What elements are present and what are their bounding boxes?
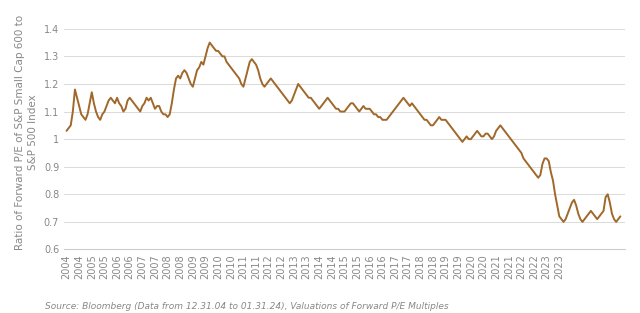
Y-axis label: Ratio of Forward P/E of S&P Small Cap 600 to
S&P 500 Index: Ratio of Forward P/E of S&P Small Cap 60… [15,15,38,250]
Text: Source: Bloomberg (Data from 12.31.04 to 01.31.24), Valuations of Forward P/E Mu: Source: Bloomberg (Data from 12.31.04 to… [45,302,449,311]
